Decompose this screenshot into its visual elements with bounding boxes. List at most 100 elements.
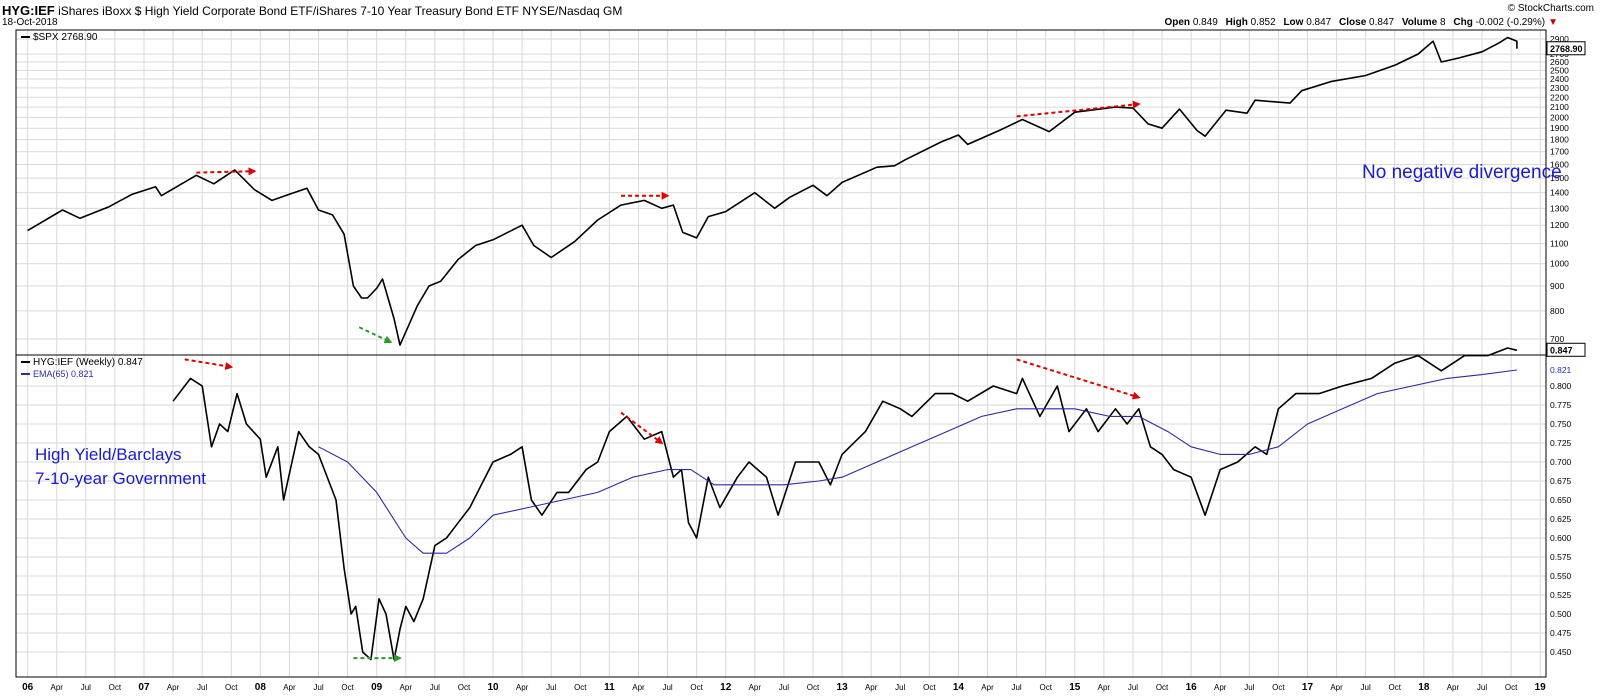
y-tick-label: 1500 xyxy=(1550,173,1569,183)
x-tick-label: Apr xyxy=(1330,683,1343,692)
y-tick-label: 1900 xyxy=(1550,123,1569,133)
x-tick-label: Oct xyxy=(225,683,238,692)
annotation-high-yield-line2: 7-10-year Government xyxy=(35,469,206,488)
last-value-tag xyxy=(1546,41,1586,56)
x-tick-label: Jul xyxy=(1011,683,1021,692)
x-tick-label: Apr xyxy=(167,683,180,692)
x-tick-label: Apr xyxy=(865,683,878,692)
x-tick-label: Oct xyxy=(923,683,936,692)
spx-legend-label: $SPX 2768.90 xyxy=(33,32,98,43)
x-tick-label: Oct xyxy=(1389,683,1402,692)
y-tick-label: 2000 xyxy=(1550,112,1569,122)
y-tick-label: 0.450 xyxy=(1550,647,1572,657)
open-value: 0.849 xyxy=(1192,17,1218,28)
y-tick-label: 0.800 xyxy=(1550,381,1572,391)
quote-bar: Open 0.849 High 0.852 Low 0.847 Close 0.… xyxy=(1159,17,1558,28)
chg-label: Chg xyxy=(1453,17,1473,28)
y-tick-label: 0.500 xyxy=(1550,609,1572,619)
y-tick-label: 1200 xyxy=(1550,220,1569,230)
high-value: 0.852 xyxy=(1250,17,1276,28)
y-tick-label: 1600 xyxy=(1550,160,1569,170)
ema-value-label: 0.821 xyxy=(1550,365,1572,375)
x-tick-label: Oct xyxy=(574,683,587,692)
y-tick-label: 0.700 xyxy=(1550,457,1572,467)
y-tick-label: 2400 xyxy=(1550,74,1569,84)
down-triangle-icon: ▼ xyxy=(1548,17,1558,28)
x-tick-label: Jul xyxy=(546,683,556,692)
y-tick-label: 900 xyxy=(1550,281,1564,291)
ratio-line xyxy=(172,347,1518,661)
y-tick-label: 0.675 xyxy=(1550,476,1572,486)
open-label: Open xyxy=(1164,17,1191,28)
spx-line xyxy=(27,36,1518,346)
close-value: 0.847 xyxy=(1369,17,1395,28)
x-tick-label: 17 xyxy=(1302,682,1314,693)
volume-value: 8 xyxy=(1440,17,1446,28)
x-tick-label: Apr xyxy=(632,683,645,692)
x-tick-label: Jul xyxy=(81,683,91,692)
x-tick-label: Oct xyxy=(458,683,471,692)
x-tick-label: Apr xyxy=(1214,683,1227,692)
y-tick-label: 2600 xyxy=(1550,57,1569,67)
high-label: High xyxy=(1225,17,1248,28)
x-tick-label: Oct xyxy=(341,683,354,692)
bottom-panel-frame xyxy=(15,354,1547,678)
x-tick-label: 11 xyxy=(604,682,615,693)
last-value-tag xyxy=(1546,342,1586,357)
x-tick-label: Apr xyxy=(283,683,296,692)
y-tick-label: 0.625 xyxy=(1550,514,1572,524)
ratio-legend-label: HYG:IEF (Weekly) 0.847 xyxy=(33,357,143,368)
x-tick-label: Apr xyxy=(400,683,413,692)
x-tick-label: Apr xyxy=(1098,683,1111,692)
red-arrow xyxy=(1016,100,1141,118)
x-tick-label: Jul xyxy=(1244,683,1254,692)
chart-header: HYG:IEF iShares iBoxx $ High Yield Corpo… xyxy=(0,0,1600,30)
y-tick-label: 0.475 xyxy=(1550,628,1572,638)
y-tick-label: 0.750 xyxy=(1550,419,1572,429)
symbol: HYG:IEF xyxy=(2,3,55,18)
exchange: NYSE/Nasdaq GM xyxy=(522,4,623,18)
x-tick-label: Apr xyxy=(516,683,529,692)
y-tick-label: 2100 xyxy=(1550,102,1569,112)
close-label: Close xyxy=(1339,17,1367,28)
annotation-high-yield-line1: High Yield/Barclays xyxy=(35,445,181,464)
y-tick-label: 2900 xyxy=(1550,34,1569,44)
volume-label: Volume xyxy=(1401,17,1438,28)
x-tick-label: Oct xyxy=(1272,683,1285,692)
y-tick-label: 1800 xyxy=(1550,135,1569,145)
brand-label[interactable]: © StockCharts.com xyxy=(1507,3,1594,14)
x-tick-label: Oct xyxy=(1156,683,1169,692)
x-tick-label: Apr xyxy=(981,683,994,692)
x-tick-label: Oct xyxy=(109,683,122,692)
x-tick-label: Oct xyxy=(1039,683,1052,692)
red-arrow xyxy=(1016,358,1141,400)
chart-date: 18-Oct-2018 xyxy=(2,17,58,28)
y-tick-label: 1000 xyxy=(1550,259,1569,269)
y-tick-label: 2500 xyxy=(1550,65,1569,75)
y-tick-label: 0.600 xyxy=(1550,533,1572,543)
last-value-label: 0.847 xyxy=(1550,345,1573,355)
low-label: Low xyxy=(1283,17,1304,28)
y-tick-label: 700 xyxy=(1550,334,1564,344)
x-tick-label: 14 xyxy=(953,682,965,693)
last-value-label: 2768.90 xyxy=(1550,44,1583,54)
y-tick-label: 2300 xyxy=(1550,83,1569,93)
x-tick-label: Jul xyxy=(1361,683,1371,692)
y-tick-label: 1100 xyxy=(1550,239,1569,249)
annotation-no-divergence: No negative divergence xyxy=(1362,162,1562,183)
x-tick-label: 10 xyxy=(487,682,499,693)
y-tick-label: 800 xyxy=(1550,306,1564,316)
y-tick-label: 1700 xyxy=(1550,147,1569,157)
low-value: 0.847 xyxy=(1306,17,1332,28)
chart-title: HYG:IEF iShares iBoxx $ High Yield Corpo… xyxy=(2,3,622,18)
x-tick-label: Oct xyxy=(1505,683,1518,692)
red-arrow xyxy=(196,167,257,176)
x-tick-label: 13 xyxy=(837,682,849,693)
y-tick-label: 0.575 xyxy=(1550,552,1572,562)
y-tick-label: 0.650 xyxy=(1550,495,1572,505)
x-tick-label: Oct xyxy=(807,683,820,692)
x-tick-label: Jul xyxy=(662,683,672,692)
symbol-description: iShares iBoxx $ High Yield Corporate Bon… xyxy=(58,4,519,18)
x-tick-label: Apr xyxy=(50,683,63,692)
x-tick-label: Oct xyxy=(690,683,703,692)
